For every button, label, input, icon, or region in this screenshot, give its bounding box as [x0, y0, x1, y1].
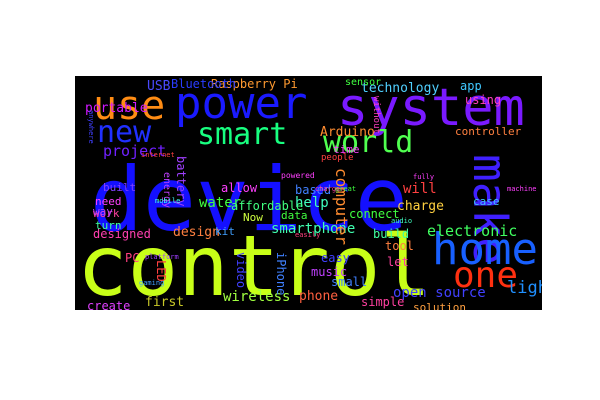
- word-system: system: [337, 78, 525, 138]
- word-internet: internet: [141, 151, 175, 159]
- word-device: device: [90, 148, 408, 251]
- word-now: Now: [243, 211, 263, 224]
- word-way: way: [93, 205, 113, 218]
- word-wireless: wireless: [223, 289, 291, 305]
- word-use: use: [93, 83, 166, 129]
- word-smart: smart: [197, 117, 288, 152]
- word-raspberry-pi: Raspberry Pi: [211, 77, 298, 91]
- word-build: build: [373, 227, 410, 241]
- word-great: great: [335, 185, 357, 193]
- word-music: music: [311, 265, 348, 279]
- word-will: will: [403, 181, 437, 197]
- word-charger: charger: [315, 185, 345, 193]
- word-help: help: [295, 195, 329, 211]
- word-sensor: sensor: [345, 77, 382, 88]
- word-create: create: [87, 299, 131, 310]
- word-control: control: [77, 217, 432, 310]
- word-light: light: [507, 278, 542, 298]
- word-solution: solution: [413, 301, 466, 310]
- word-powered: powered: [281, 171, 315, 180]
- word-time: time: [333, 143, 360, 156]
- word-need: need: [95, 195, 122, 208]
- word-connect: connect: [349, 207, 400, 221]
- word-new: new: [97, 115, 152, 150]
- word-open-source: open source: [393, 285, 486, 301]
- word-bluetooth: Bluetooth: [171, 77, 237, 91]
- word-usb: USB: [147, 79, 171, 94]
- word-work: work: [93, 207, 120, 220]
- word-easy: easy: [321, 251, 350, 265]
- word-affordable: affordable: [231, 199, 304, 213]
- word-without: without: [371, 96, 381, 134]
- word-arduino: Arduino: [320, 125, 375, 140]
- word-controller: controller: [455, 125, 522, 138]
- word-gaming: gaming: [139, 279, 165, 287]
- word-kit: kit: [215, 225, 235, 238]
- word-machine: machine: [507, 185, 537, 193]
- word-project: project: [103, 142, 167, 160]
- word-audio: audio: [391, 217, 413, 225]
- word-turn: turn: [95, 219, 122, 232]
- word-case: case: [473, 195, 500, 208]
- word-tool: tool: [385, 239, 414, 253]
- word-built: built: [103, 181, 137, 194]
- word-water: water: [199, 195, 242, 211]
- word-smartphone: smartphone: [271, 221, 356, 237]
- word-iphone: iPhone: [274, 252, 288, 296]
- word-home: home: [432, 224, 538, 275]
- word-design: design: [173, 225, 220, 240]
- word-cloud: device control power system use smart world mak…: [75, 76, 542, 310]
- word-anywhere: anywhere: [87, 110, 95, 144]
- word-people: people: [321, 153, 354, 163]
- word-data: data: [281, 209, 308, 222]
- word-designed: designed: [93, 227, 151, 241]
- word-based: based: [295, 183, 332, 197]
- word-technology: technology: [361, 81, 440, 96]
- word-using: using: [465, 93, 502, 107]
- word-power: power: [175, 78, 308, 129]
- word-portable: portable: [85, 101, 148, 116]
- word-fully: fully: [413, 173, 435, 181]
- word-platform: platform: [145, 253, 179, 261]
- word-computer: computer: [332, 168, 351, 246]
- word-video: video: [234, 252, 248, 289]
- word-charge: charge: [397, 199, 444, 214]
- word-pc: PC: [125, 251, 140, 265]
- word-app: app: [460, 79, 482, 93]
- word-first: first: [145, 295, 185, 310]
- word-allow: allow: [221, 181, 258, 195]
- word-phone: phone: [299, 289, 339, 304]
- word-world: world: [323, 125, 414, 160]
- word-mobile: mobile: [155, 197, 181, 205]
- word-one: one: [453, 255, 519, 296]
- word-simple: simple: [361, 295, 405, 309]
- word-electronic: electronic: [427, 222, 518, 240]
- word-let: let: [387, 255, 409, 269]
- word-small: small: [331, 275, 368, 289]
- word-easily: easily: [295, 231, 321, 239]
